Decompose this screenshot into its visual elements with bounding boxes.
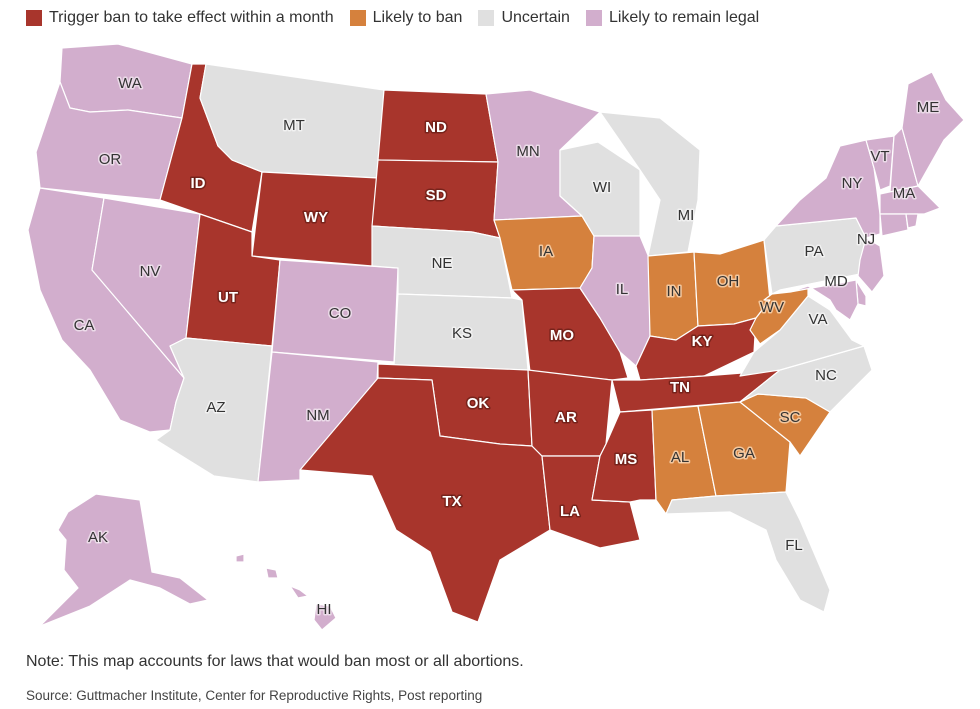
state-label-nd: ND	[425, 119, 447, 136]
state-nc[interactable]	[739, 345, 873, 413]
state-label-ut: UT	[218, 289, 238, 306]
state-il[interactable]	[579, 235, 651, 367]
state-label-az: AZ	[206, 399, 225, 416]
legend-item-uncertain: Uncertain	[478, 9, 570, 27]
state-label-ks: KS	[452, 325, 472, 342]
legend-label: Trigger ban to take effect within a mont…	[49, 9, 334, 26]
state-label-ny: NY	[842, 175, 863, 192]
state-me[interactable]	[901, 71, 965, 187]
legend-label: Likely to remain legal	[608, 9, 760, 26]
legend-label: Uncertain	[501, 9, 570, 26]
state-ri[interactable]	[905, 213, 919, 229]
state-label-nj: NJ	[857, 231, 875, 248]
state-label-hi: HI	[317, 601, 332, 618]
state-label-va: VA	[809, 311, 828, 328]
state-label-in: IN	[667, 283, 682, 300]
state-ak[interactable]	[39, 493, 209, 627]
state-label-ga: GA	[733, 445, 755, 462]
us-map: WA OR CA NV ID MT WY UT AZ CO NM ND SD NE KS OK TX MN IA MO…	[27, 43, 965, 631]
state-label-ok: OK	[467, 395, 490, 412]
state-label-id: ID	[191, 175, 206, 192]
state-label-pa: PA	[805, 243, 824, 260]
state-label-vt: VT	[870, 148, 889, 165]
map-note: Note: This map accounts for laws that wo…	[26, 653, 524, 670]
state-fl[interactable]	[665, 491, 831, 613]
state-label-me: ME	[917, 99, 940, 116]
state-label-wi: WI	[593, 179, 611, 196]
legend-item-likely-ban: Likely to ban	[349, 9, 463, 27]
state-label-ar: AR	[555, 409, 577, 426]
state-label-ia: IA	[539, 243, 553, 260]
legend-label: Likely to ban	[372, 9, 463, 26]
state-label-wy: WY	[304, 209, 328, 226]
state-label-nv: NV	[140, 263, 161, 280]
state-md[interactable]	[789, 279, 859, 321]
legend-swatch-legal	[585, 10, 602, 26]
state-wv[interactable]	[749, 285, 809, 345]
map-legend: Trigger ban to take effect within a mont…	[26, 9, 775, 27]
state-label-nc: NC	[815, 367, 837, 384]
state-ks[interactable]	[393, 293, 529, 371]
state-tx[interactable]	[299, 377, 551, 623]
state-label-oh: OH	[717, 273, 740, 290]
state-label-or: OR	[99, 151, 122, 168]
state-label-al: AL	[671, 449, 689, 466]
state-labels: WA OR CA NV ID MT WY UT AZ CO NM ND SD NE KS OK TX MN IA MO…	[72, 73, 941, 619]
state-label-mo: MO	[550, 327, 574, 344]
state-label-il: IL	[616, 281, 629, 298]
state-label-ca: CA	[74, 317, 95, 334]
state-label-wv: WV	[760, 299, 784, 316]
state-label-tn: TN	[670, 379, 690, 396]
legend-item-legal: Likely to remain legal	[585, 9, 760, 27]
state-label-ky: KY	[692, 333, 713, 350]
state-label-sd: SD	[426, 187, 447, 204]
legend-swatch-trigger	[26, 10, 42, 26]
state-ga[interactable]	[697, 401, 791, 497]
map-source: Source: Guttmacher Institute, Center for…	[26, 688, 483, 703]
state-label-mi: MI	[678, 207, 695, 224]
state-ct[interactable]	[879, 213, 909, 237]
legend-item-trigger: Trigger ban to take effect within a mont…	[26, 9, 334, 27]
state-label-wa: WA	[118, 75, 142, 92]
state-vt[interactable]	[865, 135, 895, 191]
state-label-mt: MT	[283, 117, 305, 134]
state-nj[interactable]	[857, 237, 885, 293]
legend-swatch-uncertain	[478, 10, 495, 26]
state-label-tx: TX	[442, 493, 461, 510]
state-label-fl: FL	[785, 537, 803, 554]
state-label-md: MD	[824, 273, 847, 290]
state-label-ak: AK	[88, 529, 108, 546]
state-label-la: LA	[560, 503, 580, 520]
state-label-ms: MS	[615, 451, 638, 468]
state-label-mn: MN	[516, 143, 539, 160]
state-label-ne: NE	[432, 255, 453, 272]
state-label-sc: SC	[780, 409, 801, 426]
state-hi[interactable]	[235, 553, 337, 631]
state-label-ma: MA	[893, 185, 916, 202]
legend-swatch-likely-ban	[349, 10, 366, 26]
state-label-nm: NM	[306, 407, 329, 424]
state-label-co: CO	[329, 305, 352, 322]
